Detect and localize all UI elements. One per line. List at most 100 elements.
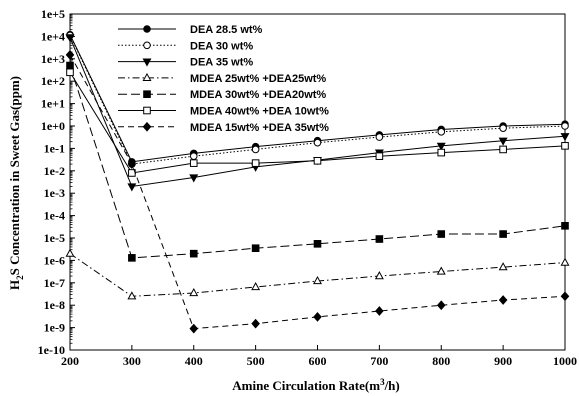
y-tick-label: 1e+3 bbox=[41, 52, 65, 66]
x-tick-label: 1000 bbox=[553, 354, 577, 368]
data-point bbox=[498, 262, 508, 271]
data-point bbox=[189, 152, 198, 160]
data-point bbox=[375, 152, 384, 160]
data-point bbox=[127, 183, 137, 192]
y-tick-label: 1e-6 bbox=[44, 253, 65, 267]
x-tick-label: 800 bbox=[432, 354, 450, 368]
y-tick-label: 1e-9 bbox=[44, 321, 65, 335]
x-tick-label: 700 bbox=[370, 354, 388, 368]
x-tick-label: 400 bbox=[185, 354, 203, 368]
series-6 bbox=[66, 68, 569, 177]
legend-item: MDEA 30wt% +DEA20wt% bbox=[118, 89, 326, 101]
data-point bbox=[251, 281, 261, 291]
legend-label: MDEA 25wt% +DEA25wt% bbox=[190, 73, 326, 85]
data-point bbox=[561, 222, 569, 230]
legend-label: DEA 30 wt% bbox=[190, 40, 253, 52]
x-axis-title: Amine Circulation Rate(m3/h) bbox=[232, 377, 399, 393]
legend-item: DEA 30 wt% bbox=[118, 40, 253, 52]
legend: DEA 28.5 wt% DEA 30 wt% DEA 35 wt% MDEA 25w… bbox=[118, 24, 329, 134]
data-point bbox=[498, 295, 508, 305]
series-line bbox=[69, 253, 566, 297]
legend-marker bbox=[142, 58, 152, 67]
legend-label: MDEA 30wt% +DEA20wt% bbox=[190, 89, 326, 101]
data-point bbox=[313, 240, 322, 248]
data-point bbox=[561, 142, 569, 150]
data-point bbox=[375, 133, 384, 141]
y-tick-label: 1e-7 bbox=[44, 276, 65, 290]
y-axis-title-tail: S Concentration in Sweet Gas(ppm) bbox=[7, 76, 22, 275]
data-point bbox=[251, 159, 260, 167]
y-tick-label: 1e-8 bbox=[44, 298, 65, 312]
data-point bbox=[436, 266, 446, 275]
legend-marker bbox=[143, 41, 151, 50]
legend-marker bbox=[143, 25, 151, 33]
data-point bbox=[436, 142, 446, 151]
y-axis-title: H2S Concentration in Sweet Gas(ppm) bbox=[7, 76, 25, 290]
data-point bbox=[251, 145, 260, 154]
x-axis-title-main: Amine Circulation Rate(m bbox=[232, 378, 380, 393]
data-point bbox=[189, 174, 199, 183]
legend-marker bbox=[142, 121, 152, 132]
y-tick-label: 1e+4 bbox=[41, 29, 65, 43]
legend-item: MDEA 40wt% +DEA 10wt% bbox=[118, 106, 329, 118]
legend-label: DEA 28.5 wt% bbox=[190, 24, 263, 36]
x-tick-label: 600 bbox=[309, 354, 327, 368]
data-point bbox=[499, 145, 507, 154]
x-tick-label: 300 bbox=[123, 354, 141, 368]
legend-label: MDEA 40wt% +DEA 10wt% bbox=[190, 106, 329, 118]
data-point bbox=[499, 124, 507, 132]
data-point bbox=[251, 318, 260, 329]
data-point bbox=[375, 235, 384, 243]
data-point bbox=[128, 254, 136, 262]
data-point bbox=[127, 159, 137, 169]
data-point bbox=[313, 276, 322, 285]
legend-marker bbox=[142, 72, 152, 82]
x-tick-label: 500 bbox=[247, 354, 265, 368]
y-tick-label: 1e+2 bbox=[41, 74, 65, 88]
y-tick-label: 1e-2 bbox=[44, 164, 65, 178]
data-point bbox=[189, 159, 198, 167]
legend-label: DEA 35 wt% bbox=[190, 57, 253, 69]
series-line bbox=[69, 65, 566, 259]
y-axis-title-sub: 2 bbox=[15, 275, 25, 280]
data-point bbox=[561, 122, 569, 130]
y-tick-label: 1e-10 bbox=[38, 343, 65, 357]
data-point bbox=[560, 257, 570, 266]
data-point bbox=[251, 244, 260, 253]
x-tick-label: 200 bbox=[61, 354, 79, 368]
data-point bbox=[189, 249, 198, 258]
plot-frame bbox=[69, 13, 566, 351]
y-tick-label: 1e+0 bbox=[41, 119, 65, 133]
data-point bbox=[437, 230, 446, 238]
legend-item: MDEA 25wt% +DEA25wt% bbox=[118, 73, 326, 85]
data-point bbox=[374, 271, 384, 280]
x-tick-label: 900 bbox=[494, 354, 512, 368]
data-point bbox=[189, 323, 199, 334]
y-tick-label: 1e-3 bbox=[44, 186, 65, 200]
y-axis-title-main: H bbox=[7, 280, 22, 290]
data-point bbox=[313, 312, 322, 322]
data-point bbox=[127, 291, 137, 300]
legend-label: MDEA 15wt% +DEA 35wt% bbox=[190, 122, 329, 134]
x-axis-title-sup: 3 bbox=[380, 377, 385, 387]
data-point bbox=[65, 49, 75, 60]
y-tick-label: 1e-4 bbox=[44, 209, 65, 223]
legend-marker bbox=[143, 90, 151, 99]
x-axis-title-tail: /h) bbox=[384, 378, 400, 393]
data-point bbox=[313, 156, 322, 165]
data-point bbox=[313, 138, 322, 147]
series-7 bbox=[65, 49, 570, 334]
series-group bbox=[65, 30, 570, 334]
data-point bbox=[436, 300, 446, 311]
y-tick-label: 1e-1 bbox=[44, 141, 65, 155]
series-5 bbox=[66, 61, 569, 262]
data-point bbox=[499, 230, 507, 238]
legend-item: MDEA 15wt% +DEA 35wt% bbox=[118, 122, 329, 134]
data-point bbox=[437, 128, 446, 136]
data-point bbox=[560, 291, 570, 302]
data-point bbox=[437, 148, 446, 157]
y-tick-label: 1e+5 bbox=[41, 7, 65, 21]
data-point bbox=[375, 306, 384, 316]
